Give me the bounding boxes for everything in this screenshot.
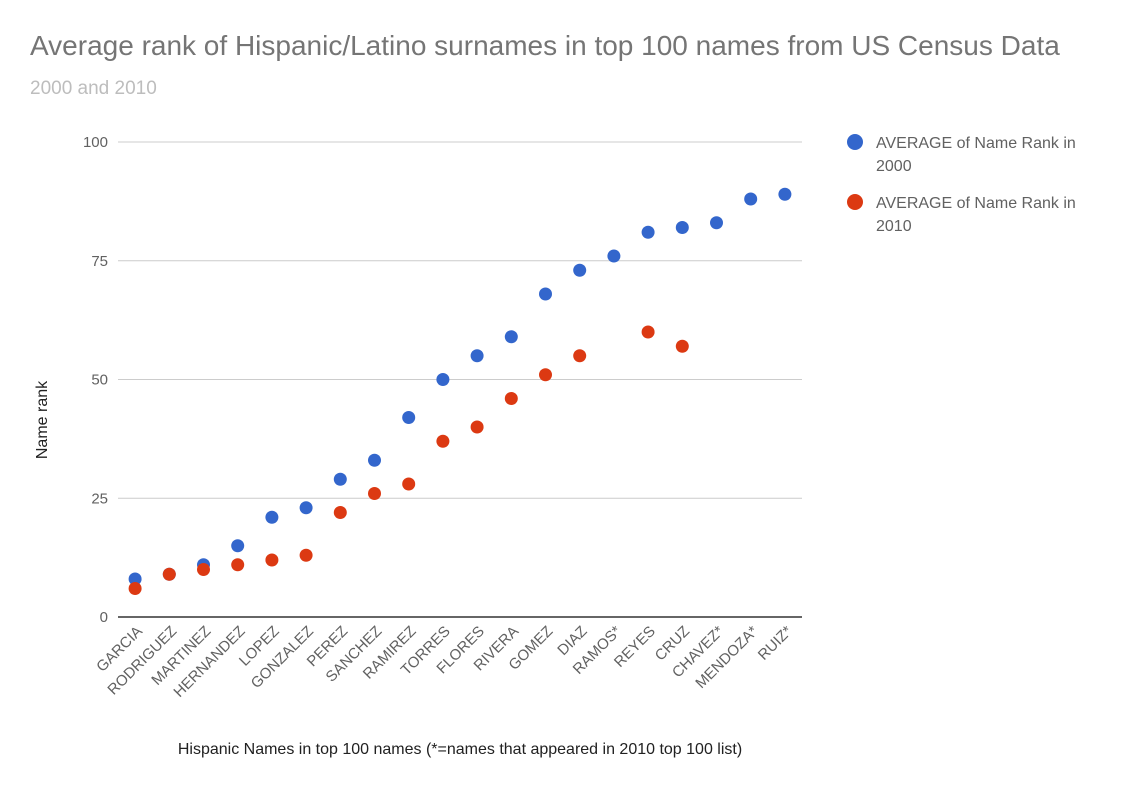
data-point-series-1 [333, 472, 347, 486]
data-point-series-2 [299, 548, 313, 562]
x-axis-ticks: GARCIARODRIGUEZMARTINEZHERNANDEZLOPEZGON… [93, 623, 796, 701]
legend-marker-series-2 [847, 194, 863, 210]
y-axis-ticks: 0 25 50 75 100 [83, 134, 108, 626]
data-point-series-1 [231, 539, 245, 553]
x-axis-title: Hispanic Names in top 100 names (*=names… [178, 741, 742, 758]
data-point-series-2 [128, 582, 142, 595]
y-tick-label: 0 [100, 609, 108, 626]
data-point-series-1 [504, 330, 518, 344]
data-point-series-1 [265, 510, 279, 524]
data-point-series-1 [675, 221, 689, 234]
data-point-series-1 [539, 287, 552, 301]
data-point-series-1 [368, 453, 381, 467]
y-axis-title: Name rank [34, 380, 51, 459]
data-point-series-2 [539, 368, 552, 382]
data-point-series-2 [265, 553, 279, 567]
legend-label-series-2: AVERAGE of Name Rank in 2010 [876, 195, 1076, 235]
legend: AVERAGE of Name Rank in 2000 AVERAGE of Na… [847, 134, 1076, 235]
data-point-series-1 [744, 192, 758, 206]
chart-subtitle: 2000 and 2010 [30, 78, 157, 99]
data-point-series-2 [675, 339, 689, 353]
data-point-series-2 [436, 434, 450, 448]
data-point-series-2 [333, 506, 347, 519]
x-tick-label: RUIZ* [755, 623, 796, 664]
data-points [128, 187, 792, 595]
legend-marker-series-1 [847, 134, 863, 150]
data-point-series-2 [368, 487, 381, 500]
data-point-series-1 [299, 501, 313, 515]
data-point-series-1 [128, 572, 142, 586]
data-point-series-1 [778, 187, 792, 201]
data-point-series-1 [436, 373, 450, 386]
data-point-series-2 [641, 325, 655, 339]
gridlines [118, 141, 802, 618]
data-point-series-2 [504, 392, 518, 405]
y-tick-label: 100 [83, 134, 108, 151]
data-point-series-1 [710, 216, 723, 230]
data-point-series-2 [162, 567, 176, 581]
data-point-series-2 [402, 477, 416, 491]
y-tick-label: 75 [91, 253, 108, 270]
y-tick-label: 25 [91, 490, 108, 507]
data-point-series-1 [641, 225, 655, 239]
data-point-series-1 [573, 263, 587, 277]
data-point-series-2 [573, 349, 587, 363]
data-point-series-1 [470, 349, 484, 363]
data-point-series-2 [231, 558, 245, 572]
y-tick-label: 50 [91, 372, 108, 389]
chart-title: Average rank of Hispanic/Latino surnames… [30, 30, 1060, 61]
data-point-series-1 [607, 249, 621, 263]
data-point-series-2 [470, 420, 484, 434]
data-point-series-1 [402, 411, 416, 424]
data-point-series-2 [197, 563, 210, 576]
legend-label-series-1: AVERAGE of Name Rank in 2000 [876, 135, 1076, 175]
